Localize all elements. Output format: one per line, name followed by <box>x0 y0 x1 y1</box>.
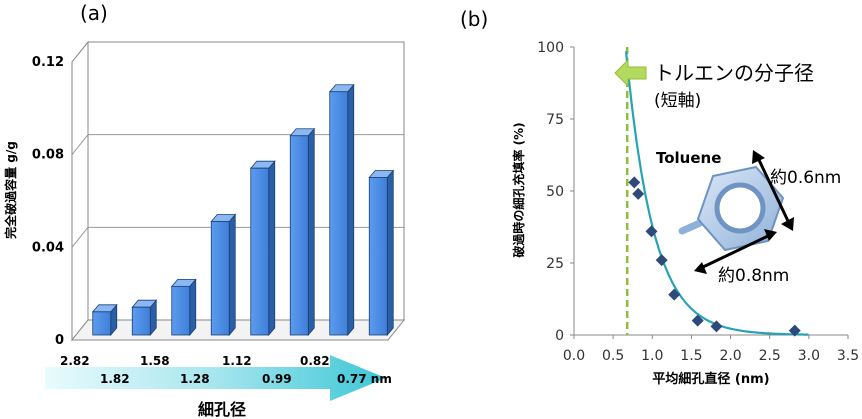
data-point <box>788 324 801 337</box>
bar <box>328 83 355 337</box>
panel-a-y-tick-label: 0.08 <box>32 148 64 163</box>
panel-a-category-labels: 2.82 1.82 1.58 1.28 1.12 0.99 0.82 0.77 nm <box>60 354 392 386</box>
panel-a-y-tick-label: 0.12 <box>32 55 64 70</box>
pore-size-arrow <box>45 355 386 401</box>
panel-b-y-tick-label: 100 <box>537 40 564 56</box>
panel-a-bars <box>91 83 395 337</box>
panel-b-y-tick-label: 75 <box>546 112 564 128</box>
panel-a-back-wall <box>87 41 405 321</box>
panel-a-gridlines <box>71 41 404 341</box>
panel-b-y-tick-label: 0 <box>555 328 564 344</box>
panel-a-category-label: 1.82 <box>100 372 130 386</box>
panel-a-category-label: 1.28 <box>180 372 210 386</box>
annotation-line-2: (短軸) <box>654 91 701 111</box>
panel-b-y-tick-label: 25 <box>546 256 564 272</box>
panel-a-y-tick-label: 0.04 <box>32 240 64 255</box>
bar <box>249 160 276 337</box>
panel-a-chart: 0 0.04 0.08 0.12 <box>32 40 406 348</box>
data-point <box>645 225 658 238</box>
panel-b-x-tick-label: 0.0 <box>563 348 585 364</box>
data-point <box>710 320 723 333</box>
panel-b-label: (b) <box>460 7 488 31</box>
panel-b-x-tick-label: 1.0 <box>641 348 663 364</box>
panel-b-x-tick-label: 0.5 <box>602 348 624 364</box>
panel-a-category-label: 0.99 <box>262 372 292 386</box>
data-point <box>628 176 641 189</box>
annotation-arrow-icon <box>614 58 647 88</box>
molecule-name: Toluene <box>656 149 721 167</box>
bar <box>368 169 395 337</box>
panel-b-x-tick-label: 3.0 <box>798 348 820 364</box>
panel-b-points <box>628 176 801 337</box>
panel-a-category-label: 2.82 <box>60 354 90 368</box>
panel-a-category-label: 1.12 <box>222 354 252 368</box>
bar <box>210 213 237 337</box>
panel-b-x-tick-label: 3.5 <box>837 348 859 364</box>
panel-a-gridline-side <box>71 134 89 155</box>
data-point <box>632 187 645 200</box>
panel-b-y-axis-label: 破過時の細孔充填率 (%) <box>511 122 526 257</box>
data-point <box>691 314 704 327</box>
dimension-arrow-short-axis <box>694 229 777 274</box>
panel-a-category-label: 0.77 nm <box>337 372 392 386</box>
panel-a-y-axis-label: 完全破過容量 g/g <box>3 141 18 239</box>
panel-a-y-tick-label: 0 <box>55 333 64 348</box>
panel-b-ticks: 0.0 0.5 1.0 1.5 2.0 2.5 3.0 3.5 0 25 50 75 100 <box>537 40 859 364</box>
panel-b-x-axis-label: 平均細孔直径 (nm) <box>652 371 769 387</box>
panel-a-label: (a) <box>80 1 108 25</box>
dimension-arrow-long-axis <box>752 150 794 231</box>
panel-a-floor <box>70 319 406 341</box>
panel-b-x-tick-label: 2.0 <box>719 348 741 364</box>
data-point <box>668 288 681 301</box>
panel-b-x-tick-label: 1.5 <box>680 348 702 364</box>
toluene-molecule-icon <box>678 165 785 252</box>
panel-b-chart: 0.0 0.5 1.0 1.5 2.0 2.5 3.0 3.5 0 25 50 75 100 <box>537 40 859 364</box>
bar <box>131 299 158 337</box>
bar <box>289 127 316 337</box>
bar <box>91 303 118 337</box>
dimension-label-1: 約0.6nm <box>770 168 841 188</box>
panel-a-category-label: 1.58 <box>140 354 170 368</box>
panel-a-gridline-side <box>71 227 89 248</box>
panel-b-y-tick-label: 50 <box>546 184 564 200</box>
panel-b-x-tick-label: 2.5 <box>759 348 781 364</box>
panel-a-side-wall <box>71 40 89 342</box>
panel-a-category-label: 0.82 <box>300 354 330 368</box>
data-point <box>655 254 668 267</box>
panel-a-x-axis-label: 細孔径 <box>198 400 246 419</box>
annotation-line-1: トルエンの分子径 <box>654 61 814 85</box>
dimension-label-2: 約0.8nm <box>718 266 789 286</box>
panel-a-y-tick-labels: 0 0.04 0.08 0.12 <box>32 55 64 348</box>
bar <box>170 278 197 337</box>
